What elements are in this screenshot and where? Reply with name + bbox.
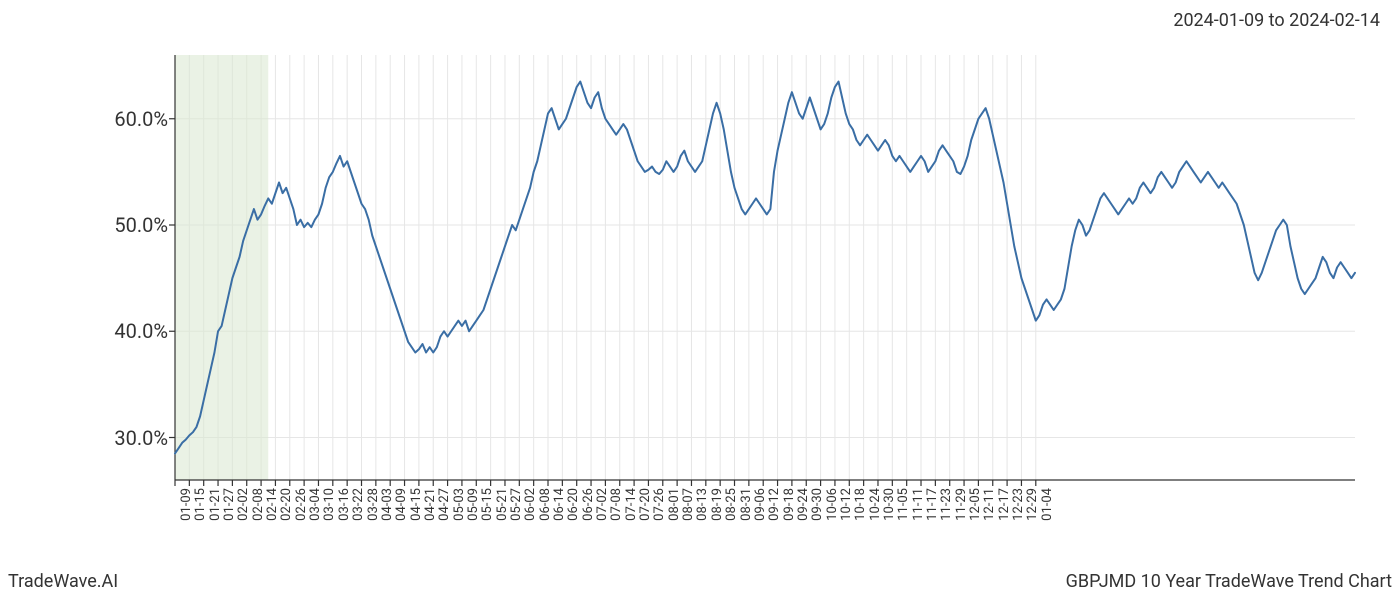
x-tick-label: 08-01 (667, 488, 682, 521)
x-tick-label: 02-02 (236, 488, 251, 521)
x-tick-label: 03-28 (366, 488, 381, 521)
x-tick-label: 09-30 (810, 488, 825, 521)
x-tick-label: 05-09 (466, 488, 481, 521)
y-tick-label: 60.0% (114, 107, 168, 131)
x-tick-label: 05-03 (452, 488, 467, 521)
x-tick-label: 08-07 (681, 488, 696, 521)
x-tick-label: 09-06 (753, 488, 768, 521)
x-tick-label: 02-14 (265, 488, 280, 521)
x-tick-label: 10-06 (825, 488, 840, 521)
x-tick-label: 04-09 (394, 488, 409, 521)
x-tick-label: 11-11 (911, 488, 926, 521)
x-tick-label: 12-23 (1011, 488, 1026, 521)
x-tick-label: 05-21 (495, 488, 510, 521)
x-tick-label: 09-12 (767, 488, 782, 521)
x-tick-label: 06-26 (581, 488, 596, 521)
x-tick-label: 11-05 (896, 488, 911, 521)
x-tick-label: 09-18 (782, 488, 797, 521)
x-tick-label: 06-02 (523, 488, 538, 521)
x-tick-label: 03-22 (351, 488, 366, 521)
x-tick-label: 06-08 (538, 488, 553, 521)
x-tick-label: 12-17 (997, 488, 1012, 521)
y-tick-label: 40.0% (114, 319, 168, 343)
x-tick-label: 08-13 (695, 488, 710, 521)
x-tick-label: 07-26 (652, 488, 667, 521)
y-tick-label: 30.0% (114, 426, 168, 450)
x-tick-label: 04-03 (380, 488, 395, 521)
x-tick-label: 04-21 (423, 488, 438, 521)
x-tick-label: 08-25 (724, 488, 739, 521)
x-tick-label: 11-17 (925, 488, 940, 521)
x-tick-label: 07-02 (595, 488, 610, 521)
x-tick-label: 12-05 (968, 488, 983, 521)
x-tick-label: 04-15 (409, 488, 424, 521)
chart-container: 2024-01-09 to 2024-02-14 30.0% 40.0% 50.0%… (0, 0, 1400, 600)
chart-plot-area (175, 55, 1355, 480)
x-tick-label: 09-24 (796, 488, 811, 521)
x-tick-label: 05-27 (509, 488, 524, 521)
x-tick-label: 10-30 (882, 488, 897, 521)
x-tick-label: 06-20 (566, 488, 581, 521)
x-tick-label: 12-29 (1025, 488, 1040, 521)
x-tick-label: 08-31 (739, 488, 754, 521)
line-chart-svg (175, 55, 1355, 480)
x-tick-label: 01-09 (179, 488, 194, 521)
x-tick-label: 03-16 (337, 488, 352, 521)
trend-line (175, 82, 1355, 454)
x-tick-label: 07-14 (624, 488, 639, 521)
brand-label: TradeWave.AI (8, 571, 118, 592)
x-tick-label: 06-14 (552, 488, 567, 521)
x-tick-label: 03-04 (308, 488, 323, 521)
x-tick-label: 02-26 (294, 488, 309, 521)
x-tick-label: 11-23 (939, 488, 954, 521)
x-tick-label: 02-20 (279, 488, 294, 521)
gridlines (175, 55, 1355, 480)
x-tick-label: 07-20 (638, 488, 653, 521)
y-tick-label: 50.0% (114, 213, 168, 237)
x-tick-label: 01-15 (193, 488, 208, 521)
x-tick-label: 05-15 (480, 488, 495, 521)
x-tick-label: 03-10 (322, 488, 337, 521)
x-tick-label: 12-11 (982, 488, 997, 521)
chart-title-label: GBPJMD 10 Year TradeWave Trend Chart (1066, 571, 1392, 592)
x-tick-label: 04-27 (437, 488, 452, 521)
x-tick-label: 10-18 (853, 488, 868, 521)
x-tick-label: 08-19 (710, 488, 725, 521)
x-tick-label: 07-08 (609, 488, 624, 521)
x-tick-label: 10-24 (868, 488, 883, 521)
x-tick-label: 02-08 (251, 488, 266, 521)
x-tick-label: 01-04 (1040, 488, 1055, 521)
x-tick-label: 11-29 (954, 488, 969, 521)
date-range-label: 2024-01-09 to 2024-02-14 (1173, 10, 1380, 31)
highlight-region (175, 55, 268, 480)
x-tick-label: 10-12 (839, 488, 854, 521)
x-tick-label: 01-21 (208, 488, 223, 521)
x-tick-label: 01-27 (222, 488, 237, 521)
